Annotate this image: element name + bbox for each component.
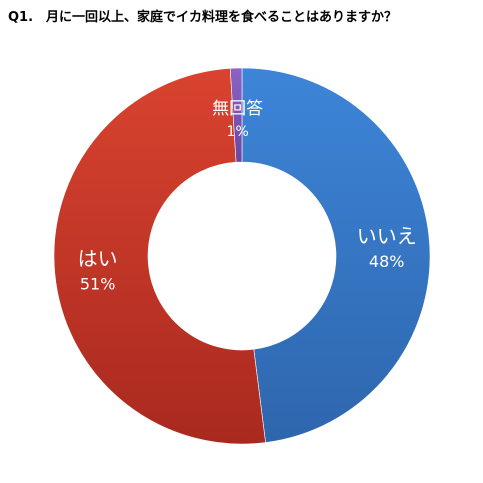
slice-no (241, 67, 431, 443)
slice-value-yes: 51% (80, 275, 116, 294)
chart-title: Q1. 月に一回以上、家庭でイカ料理を食べることはありますか？ (8, 10, 398, 25)
slice-label-no: いいえ (357, 224, 417, 248)
slice-label-no-answer: 無回答 (212, 99, 263, 119)
slice-yes (53, 68, 266, 445)
slice-value-no-answer: 1% (227, 124, 249, 140)
donut-slices (53, 67, 431, 445)
slice-no-answer (229, 67, 243, 163)
slice-label-yes: はい (78, 247, 118, 271)
slice-value-no: 48% (369, 252, 405, 271)
donut-labels: いいえ 48% はい 51% 無回答 1% (78, 99, 417, 294)
